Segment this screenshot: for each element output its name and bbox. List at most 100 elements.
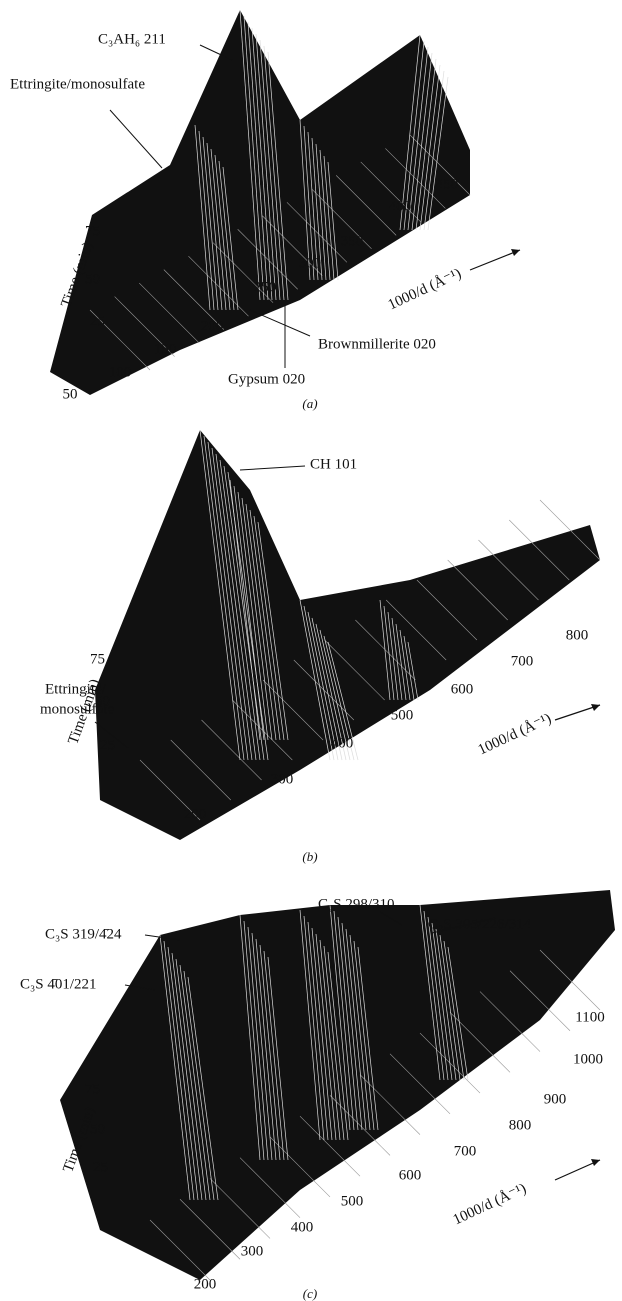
- x-tick-label: 800: [509, 1117, 532, 1133]
- peak-mesh: [315, 143, 327, 281]
- peak-mesh: [241, 497, 273, 741]
- floor-grid: [539, 949, 601, 1011]
- peak-mesh: [239, 9, 261, 301]
- peak-mesh: [183, 970, 215, 1201]
- peak-mesh: [349, 934, 371, 1131]
- x-axis-label: 1000/d (Å⁻¹): [451, 1181, 529, 1229]
- peak-mesh: [163, 940, 195, 1201]
- peak-mesh: [415, 58, 437, 231]
- time-tick-label: 75: [90, 651, 105, 667]
- peak-mesh: [245, 503, 277, 741]
- x-tick-label: 1100: [575, 1009, 604, 1025]
- annotation-pointer: [94, 721, 129, 749]
- peak-mesh: [403, 40, 425, 231]
- peak-mesh: [395, 623, 407, 701]
- floor-grid: [311, 188, 372, 250]
- floor-grid: [479, 991, 541, 1052]
- x-tick-label: 500: [391, 707, 414, 723]
- floor-grid: [335, 175, 397, 236]
- peak-mesh: [259, 39, 281, 301]
- peak-mesh: [247, 926, 269, 1161]
- peak-mesh: [327, 951, 349, 1141]
- peak-mesh: [431, 922, 453, 1081]
- peak-mesh: [319, 149, 331, 281]
- peak-mesh: [399, 34, 421, 231]
- peak-mesh: [439, 934, 461, 1081]
- surfaces: [50, 9, 615, 1281]
- peak-mesh: [307, 611, 339, 761]
- peak-mesh: [222, 166, 239, 311]
- peak-mesh: [237, 491, 269, 741]
- peak-mesh: [199, 429, 241, 761]
- floor-grid: [539, 499, 601, 561]
- x-tick-label: 400: [331, 735, 354, 751]
- peak-mesh: [259, 944, 281, 1161]
- x-tick-label: 300: [271, 771, 294, 787]
- floor-grid: [262, 215, 323, 276]
- peak-mesh: [307, 131, 319, 281]
- annotation: C₂S 305/226/314: [428, 916, 532, 932]
- axis-arrow: [554, 1159, 601, 1181]
- x-axis-label: 1000/d (Å⁻¹): [476, 711, 554, 759]
- peak-mesh: [159, 934, 191, 1201]
- floor-grid: [286, 202, 348, 263]
- x-tick-label: 200: [201, 318, 224, 334]
- peak-mesh: [407, 641, 419, 701]
- peak-mesh: [357, 946, 379, 1131]
- surface: [95, 430, 600, 840]
- peak-mesh: [255, 938, 277, 1161]
- peak-mesh: [299, 119, 311, 281]
- floor-grid: [239, 1157, 301, 1218]
- x-tick-label: 350: [341, 233, 364, 249]
- floor-grid: [170, 739, 231, 801]
- peak-mesh: [427, 76, 449, 231]
- annotation: C₂S 298/310: [318, 896, 395, 912]
- x-tick-label: 600: [451, 681, 474, 697]
- peak-mesh: [207, 441, 249, 761]
- floor-grid: [509, 519, 570, 581]
- panel-caption: (a): [302, 396, 317, 411]
- annotation: monosulfate: [40, 701, 114, 717]
- arrow-head: [591, 1159, 600, 1166]
- annotation: Gypsum 020: [228, 371, 305, 387]
- peak-mesh: [167, 946, 199, 1201]
- floor-grid: [139, 282, 200, 344]
- x-tick-label: 100: [109, 364, 132, 380]
- time-tick-label: 75: [85, 1081, 100, 1097]
- floor-grid: [324, 639, 385, 701]
- floor-grid: [114, 296, 175, 357]
- peak-mesh: [319, 939, 341, 1141]
- peak-mesh: [299, 599, 331, 761]
- peak-mesh: [267, 956, 289, 1161]
- peak-mesh: [311, 927, 333, 1141]
- time-tick-label: 25: [100, 737, 115, 753]
- peak-mesh: [214, 154, 231, 311]
- floor-grid: [329, 1095, 391, 1156]
- peak-mesh: [333, 910, 355, 1131]
- peak-mesh: [383, 605, 395, 701]
- x-tick-label: 250: [254, 279, 277, 295]
- peak-mesh: [303, 915, 325, 1141]
- floor-grid: [212, 242, 274, 303]
- x-axis-label: 1000/d (Å⁻¹): [386, 266, 464, 314]
- annotation-pointer: [109, 109, 163, 169]
- peak-mesh: [233, 485, 265, 741]
- floor-grid: [478, 539, 539, 601]
- floor-grid: [209, 1178, 271, 1239]
- floor-grid: [139, 759, 201, 821]
- peak-mesh: [387, 611, 399, 701]
- peak-mesh: [411, 52, 433, 231]
- arrow-head: [511, 249, 520, 256]
- peak-mesh: [251, 932, 273, 1161]
- x-tick-label: 900: [544, 1091, 567, 1107]
- floor-grid: [179, 1199, 241, 1260]
- peak-mesh: [345, 928, 367, 1131]
- peak-mesh: [423, 70, 445, 231]
- peak-mesh: [267, 51, 289, 301]
- peak-mesh: [263, 45, 285, 301]
- arrow-head: [591, 704, 600, 711]
- peak-mesh: [323, 635, 355, 761]
- x-tick-label: 450: [436, 176, 459, 192]
- annotation: Ettringite/: [45, 681, 107, 697]
